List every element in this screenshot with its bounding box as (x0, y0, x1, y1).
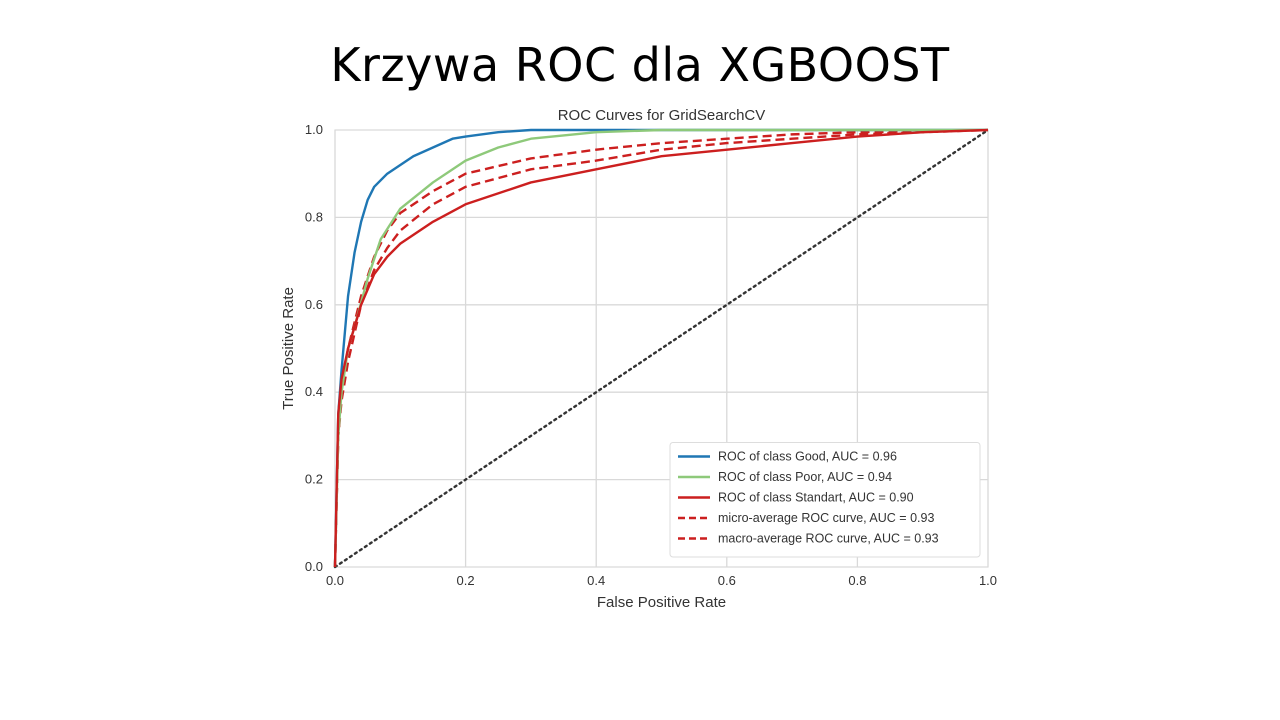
x-tick-label: 0.4 (587, 573, 605, 588)
legend-box (669, 442, 981, 558)
x-tick-label: 0.6 (718, 573, 736, 588)
x-tick-label: 1.0 (979, 573, 997, 588)
diagonal-reference-line (333, 128, 990, 569)
series-line-2 (333, 128, 989, 568)
slide-title: Krzywa ROC dla XGBOOST (330, 38, 950, 92)
y-tick-label: 0.6 (305, 297, 323, 312)
series-line-1 (333, 128, 988, 568)
series-line-0 (333, 128, 988, 568)
roc-chart: 0.0 0.2 0.4 0.6 0.8 1.0 0.0 0.2 0.4 0.6 0.8 1.0 ROC … (280, 107, 997, 611)
y-tick-label: 0.2 (305, 472, 323, 487)
series-line-4 (333, 128, 989, 568)
legend-label: ROC of class Poor, AUC = 0.94 (718, 470, 892, 484)
y-axis-label: True Positive Rate (280, 287, 297, 410)
y-tick-label: 1.0 (305, 122, 323, 137)
legend-label: macro-average ROC curve, AUC = 0.93 (718, 532, 939, 546)
x-tick-label: 0.0 (326, 573, 344, 588)
x-tick-label: 0.8 (848, 573, 866, 588)
y-tick-label: 0.8 (305, 209, 323, 224)
y-tick-label: 0.4 (305, 384, 323, 399)
x-tick-label: 0.2 (457, 573, 475, 588)
chart-title: ROC Curves for GridSearchCV (558, 107, 766, 124)
x-axis-label: False Positive Rate (597, 594, 726, 611)
y-tick-label: 0.0 (305, 559, 323, 574)
legend-label: ROC of class Standart, AUC = 0.90 (718, 491, 914, 505)
legend-label: micro-average ROC curve, AUC = 0.93 (718, 511, 934, 525)
legend-label: ROC of class Good, AUC = 0.96 (718, 450, 897, 464)
